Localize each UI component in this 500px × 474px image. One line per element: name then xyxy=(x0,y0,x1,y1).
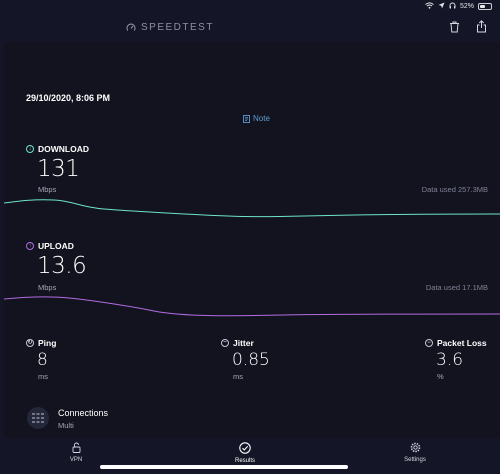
tab-results-label: Results xyxy=(234,458,255,464)
tab-vpn[interactable]: VPN xyxy=(46,442,106,463)
download-label: ↓ DOWNLOAD xyxy=(26,144,89,154)
home-indicator xyxy=(100,465,348,469)
share-icon xyxy=(477,20,486,33)
add-note-button[interactable]: Note xyxy=(243,114,270,123)
packet-loss-label: − Packet Loss xyxy=(425,338,487,348)
note-icon xyxy=(243,114,250,123)
tab-settings-label: Settings xyxy=(404,457,426,463)
packet-loss-icon: − xyxy=(425,339,433,347)
upload-data-used: Data used 17.1MB xyxy=(425,283,488,292)
jitter-value: 0.85 xyxy=(232,350,270,370)
ping-label-text: Ping xyxy=(38,338,57,348)
jitter-label-text: Jitter xyxy=(233,338,254,348)
upload-unit: Mbps xyxy=(38,283,57,292)
packet-loss-value: 3.6 xyxy=(436,350,464,370)
upload-arrow-icon: ↑ xyxy=(26,242,34,250)
gear-icon xyxy=(410,442,420,453)
download-speed-line xyxy=(4,199,500,218)
battery-icon xyxy=(478,3,492,10)
battery-percentage: 52% xyxy=(459,3,474,10)
download-unit: Mbps xyxy=(38,185,57,194)
jitter-icon: ~ xyxy=(221,339,229,347)
upload-speed-line xyxy=(4,296,500,317)
upload-label-text: UPLOAD xyxy=(38,241,74,251)
speedtest-logo: SPEEDTEST xyxy=(126,22,214,33)
ping-icon: ↻ xyxy=(26,339,34,347)
jitter-unit: ms xyxy=(233,372,243,381)
connections-icon xyxy=(27,407,49,429)
download-arrow-icon: ↓ xyxy=(26,145,34,153)
jitter-label: ~ Jitter xyxy=(221,338,254,348)
packet-loss-unit: % xyxy=(437,372,444,381)
lock-icon xyxy=(72,442,80,453)
share-button[interactable] xyxy=(476,20,487,38)
download-label-text: DOWNLOAD xyxy=(38,144,89,154)
connections-label: Connections xyxy=(58,408,109,418)
brand-name: SPEEDTEST xyxy=(141,22,214,33)
tab-vpn-label: VPN xyxy=(69,457,83,463)
battery-level xyxy=(480,5,486,8)
result-panel xyxy=(4,42,500,438)
ping-label: ↻ Ping xyxy=(26,338,56,348)
check-circle-icon xyxy=(239,442,251,454)
download-speed-graph xyxy=(4,199,500,218)
download-data-used: Data used 257.3MB xyxy=(421,185,488,194)
ping-unit: ms xyxy=(38,372,48,381)
headphones-icon xyxy=(449,2,456,11)
connections-value: Multi xyxy=(58,421,74,430)
upload-speed-graph xyxy=(4,296,500,317)
ping-value: 8 xyxy=(37,350,48,370)
location-arrow-icon xyxy=(438,2,445,11)
download-value: 131 xyxy=(37,156,80,182)
tab-settings[interactable]: Settings xyxy=(385,442,445,463)
delete-button[interactable] xyxy=(449,20,460,38)
trash-icon xyxy=(450,21,459,33)
result-timestamp: 29/10/2020, 8:06 PM xyxy=(26,93,111,103)
wifi-icon xyxy=(425,2,434,11)
status-indicators: 52% xyxy=(425,2,492,11)
upload-value: 13.6 xyxy=(37,253,87,279)
speedometer-icon xyxy=(126,23,136,31)
tab-results[interactable]: Results xyxy=(215,442,275,464)
packet-loss-label-text: Packet Loss xyxy=(437,338,487,348)
upload-label: ↑ UPLOAD xyxy=(26,241,74,251)
note-label: Note xyxy=(253,114,270,123)
